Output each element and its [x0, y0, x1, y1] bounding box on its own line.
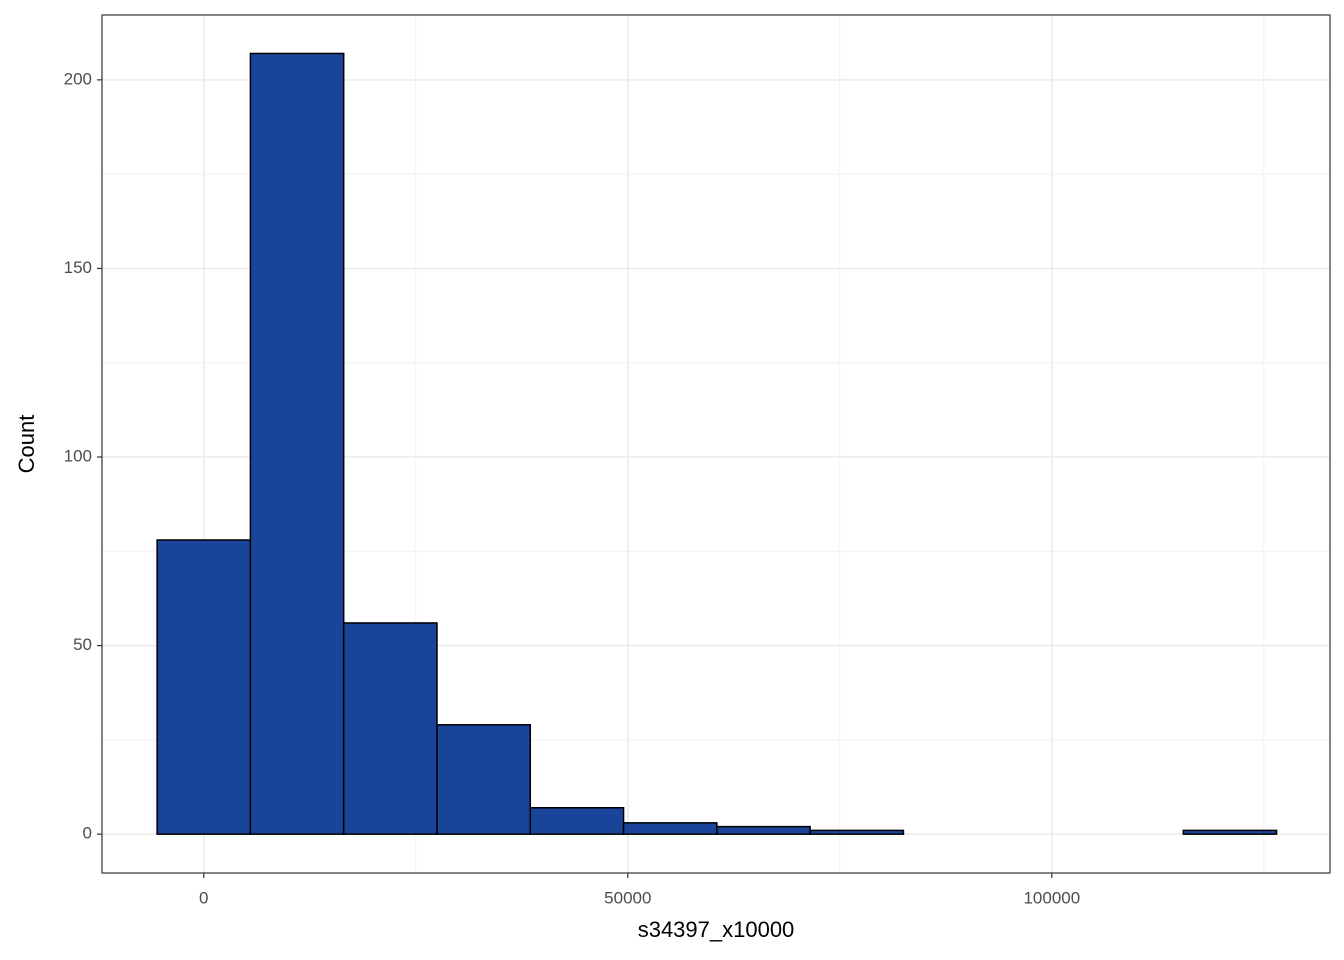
bar — [342, 622, 438, 835]
bar — [249, 52, 345, 835]
x-tick-label: 50000 — [604, 888, 651, 907]
y-axis-title: Count — [14, 415, 39, 474]
y-tick-label: 200 — [64, 69, 92, 88]
bar — [529, 807, 625, 835]
y-tick-label: 50 — [73, 635, 92, 654]
y-tick-label: 100 — [64, 446, 92, 465]
bar — [716, 825, 811, 835]
bars — [156, 52, 1278, 835]
y-tick-label: 150 — [64, 258, 92, 277]
x-tick-label: 100000 — [1023, 888, 1080, 907]
y-tick-label: 0 — [83, 824, 92, 843]
x-tick-label: 0 — [199, 888, 208, 907]
bar — [622, 822, 718, 835]
bar — [1182, 829, 1278, 835]
bar — [436, 724, 532, 835]
panel-border — [101, 14, 1331, 874]
x-axis-title: s34397_x10000 — [638, 917, 795, 942]
bar — [156, 539, 252, 835]
bar — [809, 829, 905, 835]
